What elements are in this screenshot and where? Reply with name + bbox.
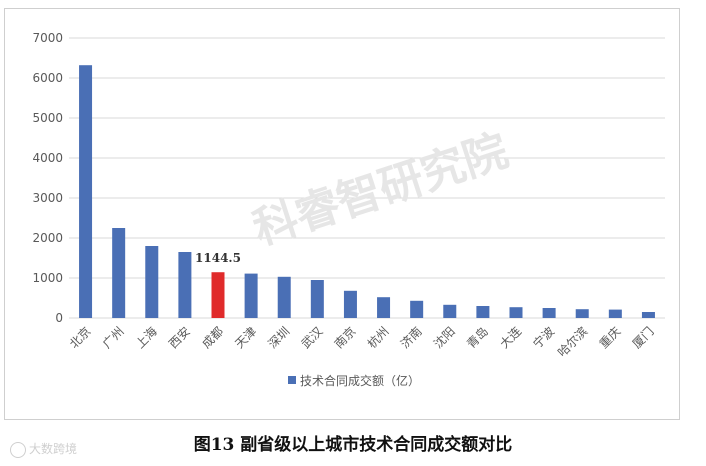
bar-上海 (145, 246, 159, 318)
legend-swatch (288, 376, 296, 384)
bar-西安 (178, 252, 192, 318)
y-tick-label: 5000 (32, 111, 63, 125)
x-tick-label: 深圳 (265, 324, 292, 351)
x-tick-label: 北京 (67, 324, 94, 351)
watermark-text: 科睿智研究院 (247, 125, 514, 255)
bar-厦门 (641, 312, 655, 318)
x-tick-label: 沈阳 (430, 324, 458, 352)
bar-广州 (112, 228, 126, 318)
y-tick-label: 4000 (32, 151, 63, 165)
x-tick-label: 武汉 (299, 324, 326, 351)
x-tick-label: 厦门 (629, 324, 657, 352)
y-tick-label: 1000 (32, 271, 63, 285)
bar-沈阳 (443, 304, 457, 318)
y-tick-label: 6000 (32, 71, 63, 85)
chart-frame: 科睿智研究院 0 1000 2000 3000 4000 5000 6000 7000 北京 广州… (4, 8, 680, 420)
x-tick-label: 哈尔滨 (554, 324, 590, 360)
bottom-watermark: 大数跨境 (10, 440, 77, 458)
bar-宁波 (542, 308, 556, 318)
x-tick-label: 大连 (497, 324, 525, 352)
bar-深圳 (277, 276, 291, 318)
bar-济南 (410, 300, 424, 318)
x-tick-label: 重庆 (597, 324, 624, 351)
x-tick-label: 宁波 (530, 324, 558, 352)
watermark: 科睿智研究院 (247, 125, 514, 255)
watermark-logo-icon (10, 441, 26, 458)
figure-caption: 图13 副省级以上城市技术合同成交额对比 (193, 435, 513, 455)
gridlines (69, 37, 665, 319)
bar-大连 (509, 307, 523, 318)
x-tick-label: 济南 (397, 324, 425, 352)
bar-青岛 (476, 306, 490, 318)
bar-重庆 (608, 309, 622, 318)
data-label-highlight: 1144.5 (195, 251, 241, 265)
bar-杭州 (377, 297, 391, 318)
x-tick-label: 青岛 (463, 324, 491, 352)
bar-哈尔滨 (575, 309, 589, 318)
x-tick-label: 成都 (199, 324, 226, 351)
bar-北京 (79, 65, 93, 318)
bar-chart: 科睿智研究院 0 1000 2000 3000 4000 5000 6000 7000 北京 广州… (32, 31, 665, 388)
bar-南京 (343, 290, 357, 318)
bar-成都 (211, 272, 225, 318)
legend-label: 技术合同成交额（亿） (300, 373, 420, 388)
bars (79, 65, 655, 318)
legend: 技术合同成交额（亿） (288, 373, 420, 388)
bar-天津 (244, 273, 258, 318)
y-tick-label: 7000 (32, 31, 63, 45)
y-tick-label: 3000 (32, 191, 63, 205)
bottom-watermark-text: 大数跨境 (29, 442, 78, 456)
x-tick-label: 上海 (132, 324, 160, 352)
x-tick-label: 天津 (232, 324, 259, 351)
x-tick-label: 南京 (331, 324, 359, 352)
y-tick-label: 2000 (32, 231, 63, 245)
x-tick-label: 广州 (100, 324, 127, 351)
bar-武汉 (310, 280, 324, 318)
x-tick-label: 西安 (165, 324, 193, 352)
y-tick-label: 0 (55, 311, 63, 325)
x-tick-label: 杭州 (364, 324, 392, 352)
